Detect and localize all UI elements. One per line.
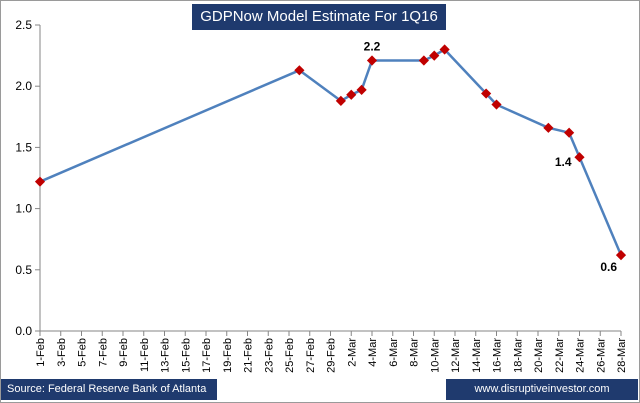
data-label: 1.4: [555, 155, 572, 169]
x-tick-label: 21-Feb: [243, 338, 255, 373]
x-tick-label: 15-Feb: [180, 338, 192, 373]
chart-title: GDPNow Model Estimate For 1Q16: [192, 4, 446, 30]
x-tick-label: 18-Mar: [512, 338, 524, 373]
data-point: [418, 55, 429, 66]
y-tick-label: 0.0: [15, 324, 32, 338]
x-tick-label: 11-Feb: [139, 338, 151, 372]
data-point: [543, 122, 554, 133]
x-tick-label: 4-Mar: [367, 338, 379, 367]
data-point: [34, 176, 46, 187]
x-tick-label: 19-Feb: [222, 338, 234, 373]
x-tick-label: 29-Feb: [326, 338, 338, 373]
x-tick-label: 3-Feb: [56, 338, 68, 367]
x-tick-label: 17-Feb: [201, 338, 213, 373]
x-tick-label: 7-Feb: [97, 338, 109, 367]
x-tick-label: 22-Mar: [554, 338, 566, 373]
series-line: [39, 48, 623, 256]
x-tick-label: 5-Feb: [77, 338, 89, 367]
data-point: [366, 55, 378, 66]
data-point: [564, 127, 575, 138]
y-tick-label: 1.0: [15, 202, 32, 216]
data-point: [356, 84, 367, 95]
x-tick-label: 12-Mar: [450, 338, 462, 373]
x-tick-label: 2-Mar: [346, 338, 358, 367]
source-caption: Source: Federal Reserve Bank of Atlanta: [1, 379, 217, 400]
x-tick-label: 14-Mar: [471, 338, 483, 373]
data-point: [615, 250, 627, 261]
x-tick-label: 6-Mar: [388, 338, 400, 367]
x-tick-label: 24-Mar: [575, 338, 587, 373]
x-tick-label: 13-Feb: [160, 338, 172, 373]
x-tick-label: 16-Mar: [492, 338, 504, 373]
data-point: [574, 152, 585, 163]
y-tick-label: 2.0: [15, 79, 32, 93]
x-tick-label: 10-Mar: [429, 338, 441, 373]
data-label: 2.2: [364, 39, 381, 53]
y-tick-label: 0.5: [15, 263, 32, 277]
y-tick-label: 1.5: [15, 140, 32, 154]
data-point: [429, 50, 440, 61]
x-tick-label: 26-Mar: [595, 338, 607, 373]
data-label: 0.6: [600, 260, 617, 274]
x-tick-label: 25-Feb: [284, 338, 296, 373]
x-tick-label: 20-Mar: [533, 338, 545, 373]
x-tick-label: 23-Feb: [263, 338, 275, 373]
x-tick-label: 8-Mar: [409, 338, 421, 367]
x-tick-label: 27-Feb: [305, 338, 317, 373]
website-caption: www.disruptiveinvestor.com: [446, 379, 638, 400]
x-tick-label: 28-Mar: [616, 338, 628, 373]
x-tick-label: 9-Feb: [118, 338, 130, 367]
y-tick-label: 2.5: [15, 18, 32, 32]
x-tick-label: 1-Feb: [35, 338, 47, 367]
